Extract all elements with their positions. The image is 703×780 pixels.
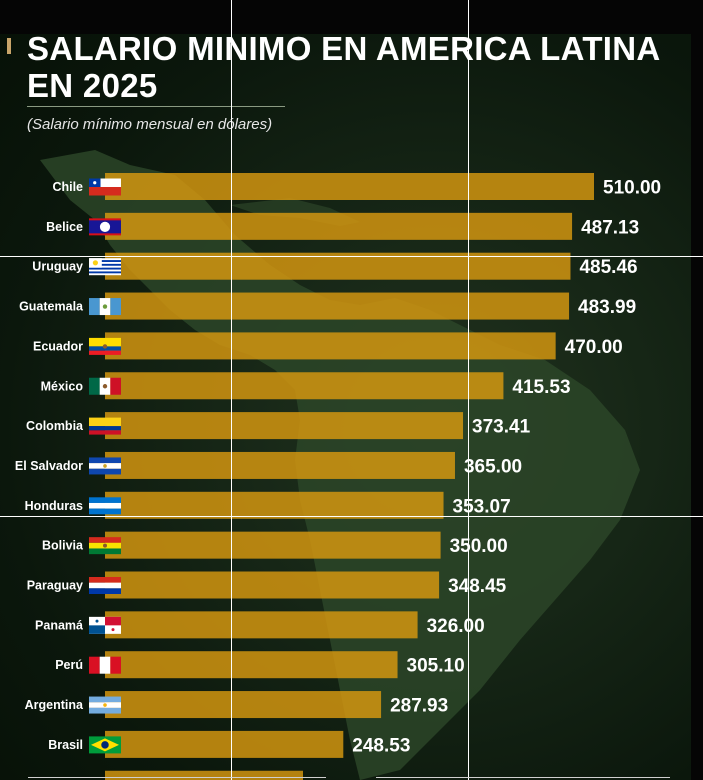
value-label: 470.00 [565, 337, 623, 358]
panama-flag-icon [89, 616, 121, 634]
category-label: Uruguay [32, 260, 83, 274]
category-label: Colombia [26, 419, 84, 433]
chile-flag-icon [89, 178, 121, 196]
top-dark-band [0, 0, 703, 34]
bar [105, 252, 571, 280]
bar [105, 531, 441, 559]
right-dark-band [691, 0, 703, 780]
bar [105, 212, 573, 240]
value-label: 365.00 [464, 456, 522, 477]
bar [105, 173, 594, 200]
bar [105, 332, 556, 360]
belize-flag-icon [89, 218, 121, 236]
category-label: Guatemala [19, 300, 84, 314]
category-label: Paraguay [27, 579, 83, 593]
category-label: Bolivia [42, 539, 84, 553]
ecuador-flag-icon [89, 337, 121, 355]
honduras-flag-icon [89, 497, 121, 515]
bar [105, 611, 418, 639]
value-label: 326.00 [427, 616, 485, 637]
bar-partial [105, 770, 303, 780]
value-label: 305.10 [407, 656, 465, 677]
bar [105, 451, 455, 479]
category-label: México [41, 379, 84, 393]
bar [105, 372, 504, 400]
bar [105, 730, 344, 758]
bar [105, 412, 464, 440]
brazil-flag-icon [89, 736, 121, 754]
category-label: Honduras [25, 499, 83, 513]
guide-line-horizontal [0, 256, 703, 257]
chart-subtitle: (Salario mínimo mensual en dólares) [27, 116, 273, 133]
value-label: 373.41 [472, 417, 531, 438]
value-label: 485.46 [579, 257, 637, 278]
bar [105, 491, 444, 519]
category-label: Brasil [48, 738, 83, 752]
category-label: El Salvador [15, 459, 83, 473]
guide-line-vertical [468, 0, 469, 780]
el-salvador-flag-icon [89, 457, 121, 475]
value-label: 483.99 [578, 297, 636, 318]
guatemala-flag-icon [89, 298, 121, 316]
value-label: 487.13 [581, 217, 639, 238]
argentina-flag-icon [89, 696, 121, 714]
guide-line-horizontal [0, 516, 703, 517]
peru-flag-icon [89, 656, 121, 674]
title-divider [27, 106, 285, 107]
category-label: Chile [52, 180, 83, 194]
bar [105, 292, 570, 320]
paraguay-flag-icon [89, 577, 121, 594]
value-label: 510.00 [603, 178, 661, 199]
colombia-flag-icon [89, 417, 121, 435]
bottom-edge-line [376, 777, 670, 778]
bottom-edge-line [28, 777, 326, 778]
title-accent-mark [7, 38, 11, 54]
value-label: 348.45 [448, 576, 507, 597]
category-label: Ecuador [33, 339, 83, 353]
value-label: 353.07 [453, 496, 511, 517]
bar [105, 571, 440, 599]
value-label: 415.53 [512, 377, 570, 398]
bar [105, 691, 382, 719]
mexico-flag-icon [89, 377, 121, 395]
guide-line-vertical [231, 0, 232, 780]
category-label: Argentina [25, 698, 84, 712]
value-label: 287.93 [390, 696, 448, 717]
bolivia-flag-icon [89, 537, 121, 555]
uruguay-flag-icon [89, 258, 121, 276]
value-label: 350.00 [450, 536, 508, 557]
category-label: Perú [55, 658, 83, 672]
chart-title: SALARIO MINIMO EN AMERICA LATINA EN 2025 [27, 30, 660, 104]
category-label: Panamá [35, 618, 83, 632]
category-label: Belice [46, 220, 83, 234]
bar [105, 651, 398, 679]
value-label: 248.53 [352, 735, 410, 756]
